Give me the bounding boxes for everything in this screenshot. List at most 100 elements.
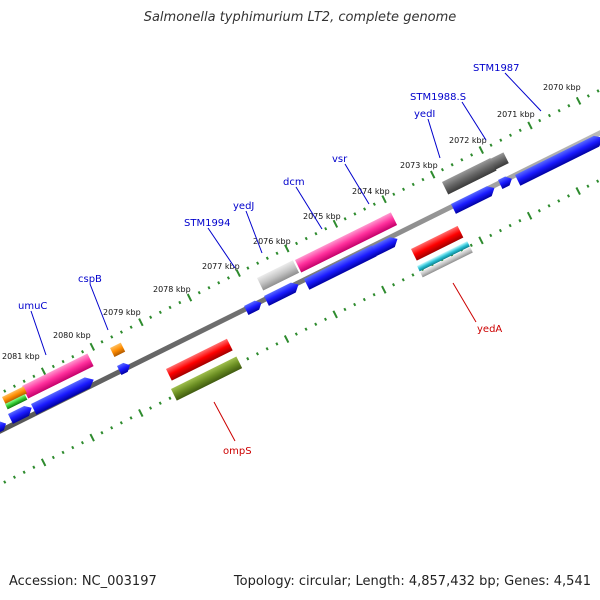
gene-block[interactable] [442, 157, 497, 195]
scale-label: 2081 kbp [2, 352, 40, 361]
minor-tick [149, 315, 153, 319]
minor-tick [363, 207, 367, 211]
major-tick [235, 268, 241, 278]
gene-label[interactable]: yedJ [233, 201, 254, 212]
minor-tick [362, 297, 366, 302]
gene-block[interactable] [22, 353, 94, 399]
minor-tick [411, 273, 415, 277]
minor-tick [304, 327, 308, 331]
minor-tick [100, 431, 104, 435]
leader-line [213, 401, 236, 442]
gene-label[interactable]: STM1988.S [410, 92, 466, 103]
gene-arrow-forward[interactable] [264, 280, 301, 306]
gene-arrow-forward[interactable] [304, 243, 383, 290]
minor-tick [567, 104, 571, 108]
major-tick [478, 146, 484, 155]
gene-label[interactable]: STM1994 [184, 218, 231, 229]
gene-features [0, 132, 600, 433]
minor-tick [538, 118, 542, 123]
gene-arrow-forward[interactable] [515, 132, 600, 186]
scale-label: 2080 kbp [53, 331, 91, 340]
gene-label[interactable]: ompS [223, 446, 252, 457]
minor-tick [32, 465, 36, 469]
minor-tick [324, 317, 327, 321]
gene-arrow-forward[interactable] [244, 298, 264, 315]
gene-arrow-forward[interactable] [372, 234, 400, 256]
minor-tick [129, 325, 133, 329]
minor-tick [265, 347, 269, 351]
minor-tick [508, 133, 513, 137]
minor-tick [537, 209, 541, 213]
minor-tick [392, 283, 396, 287]
minor-tick [226, 276, 230, 280]
minor-tick [469, 243, 473, 248]
gene-block[interactable] [110, 342, 126, 357]
gene-label[interactable]: yedI [414, 109, 435, 120]
gene-arrow-forward[interactable] [0, 419, 8, 433]
gene-label[interactable]: STM1987 [473, 63, 520, 74]
leader-line [344, 163, 370, 205]
minor-tick [411, 182, 415, 187]
leader-line [207, 227, 236, 269]
gene-block[interactable] [2, 386, 28, 405]
major-tick [527, 121, 533, 130]
leader-line [452, 282, 477, 323]
leader-line [461, 101, 487, 141]
gene-label[interactable]: yedA [477, 324, 502, 335]
minor-tick [353, 302, 357, 307]
gene-block[interactable] [411, 225, 464, 261]
leader-line [30, 310, 47, 356]
gene-block[interactable] [490, 152, 509, 170]
minor-tick [586, 184, 590, 188]
gene-block[interactable] [420, 247, 473, 278]
gene-block[interactable] [166, 338, 233, 381]
gene-block[interactable] [295, 212, 398, 273]
leader-line [89, 283, 109, 331]
scale-label: 2070 kbp [543, 83, 581, 92]
scale-label: 2079 kbp [103, 308, 141, 317]
gene-arrow-forward[interactable] [31, 374, 96, 415]
gene-label[interactable]: cspB [78, 274, 102, 285]
minor-tick [22, 470, 26, 474]
minor-tick [586, 94, 590, 98]
minor-tick [168, 305, 172, 310]
major-tick [284, 244, 290, 253]
gene-arrow-forward[interactable] [498, 174, 514, 189]
gene-arrow-forward[interactable] [117, 361, 132, 375]
minor-tick [372, 202, 376, 206]
gene-label[interactable]: umuC [18, 301, 47, 312]
accession-text: Accession: NC_003197 [9, 574, 157, 589]
minor-tick [324, 227, 328, 231]
scale-label: 2075 kbp [303, 212, 341, 221]
minor-tick [12, 384, 16, 388]
gene-label[interactable]: vsr [332, 154, 348, 165]
gene-block[interactable] [417, 241, 470, 272]
minor-tick [158, 401, 162, 405]
major-tick [430, 170, 436, 179]
gene-block[interactable] [171, 356, 243, 401]
minor-tick [304, 236, 308, 241]
minor-tick [547, 113, 551, 118]
minor-tick [547, 204, 551, 208]
minor-tick [246, 266, 250, 270]
major-tick [575, 187, 581, 196]
gene-arrow-forward[interactable] [451, 184, 497, 214]
scale-label: 2071 kbp [497, 110, 535, 119]
leader-line [427, 118, 441, 159]
outer-scale-track [3, 89, 600, 393]
minor-tick [314, 231, 318, 236]
minor-tick [499, 138, 503, 142]
minor-tick [353, 212, 357, 216]
major-tick [283, 335, 290, 344]
scale-label: 2072 kbp [449, 136, 487, 145]
minor-tick [460, 158, 464, 162]
leader-line [504, 72, 542, 112]
gene-block[interactable] [5, 394, 28, 410]
minor-tick [518, 128, 522, 133]
minor-tick [197, 290, 201, 295]
gene-arrow-forward[interactable] [8, 403, 34, 424]
minor-tick [256, 261, 260, 265]
gene-label[interactable]: dcm [283, 177, 305, 188]
gene-block[interactable] [257, 260, 300, 291]
minor-tick [255, 352, 259, 356]
